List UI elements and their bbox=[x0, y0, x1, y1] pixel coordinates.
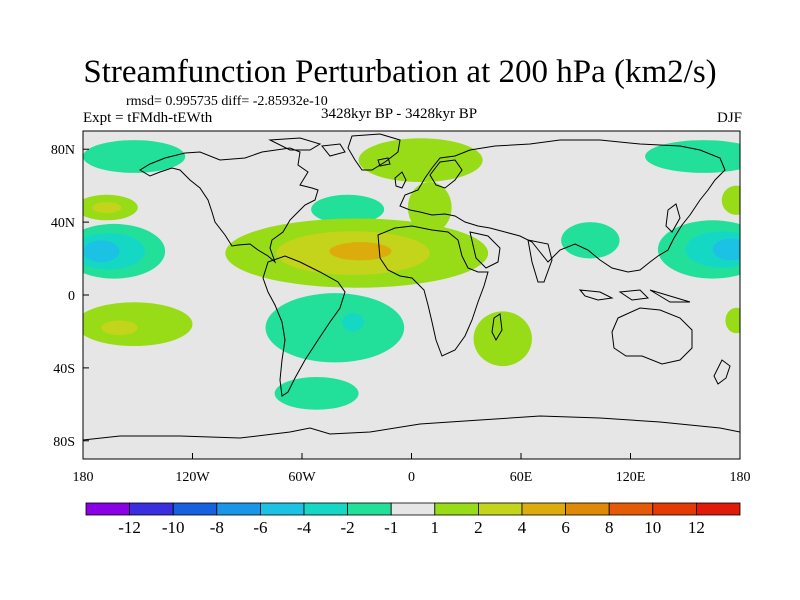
stats-text: rmsd= 0.995735 diff= -2.85932e-10 bbox=[126, 94, 328, 109]
contour-mediterranean bbox=[407, 182, 452, 234]
coastline-arabia bbox=[469, 231, 501, 269]
colorbar-label: -4 bbox=[297, 518, 312, 537]
season-label: DJF bbox=[716, 110, 742, 126]
colorbar-swatch bbox=[477, 502, 523, 516]
coastline-india bbox=[527, 239, 553, 283]
chart-title: Streamfunction Perturbation at 200 hPa (… bbox=[83, 54, 717, 90]
contour-subtropical-atlantic-core bbox=[329, 242, 392, 261]
colorbar-label: 1 bbox=[431, 518, 440, 537]
x-tick-label: 0 bbox=[408, 470, 415, 485]
axes: 180 120W 60W 0 60E 120E 180 80N 40N 0 40S 80S bbox=[51, 143, 751, 485]
colorbar-swatch bbox=[216, 502, 261, 516]
contour-south-atlantic bbox=[274, 377, 359, 410]
colorbar-label: -2 bbox=[341, 518, 355, 537]
colorbar: -12 -10 -8 -6 -4 -2 -1 1 2 4 6 8 10 12 bbox=[85, 502, 741, 537]
contour-south-america bbox=[265, 293, 405, 363]
coastline-antarctica bbox=[83, 415, 740, 441]
colorbar-label: 2 bbox=[474, 518, 483, 537]
experiment-label: Expt = tFMdh-tEWth bbox=[83, 110, 213, 126]
colorbar-label: -8 bbox=[210, 518, 224, 537]
contour-north-pacific-high bbox=[83, 140, 186, 173]
coastline-iceland bbox=[377, 157, 391, 167]
contour-regions bbox=[83, 138, 740, 410]
contour-north-pacific-west bbox=[645, 140, 740, 173]
x-tick-label: 180 bbox=[73, 470, 94, 485]
colorbar-swatch bbox=[390, 502, 436, 516]
colorbar-label: 6 bbox=[561, 518, 570, 537]
colorbar-swatch bbox=[347, 502, 392, 516]
coastline-new-zealand bbox=[713, 359, 731, 385]
coastline-scandinavia bbox=[429, 159, 463, 189]
contour-north-pacific-low-core bbox=[83, 240, 120, 263]
contour-south-pacific bbox=[83, 302, 193, 347]
colorbar-swatch bbox=[521, 502, 566, 516]
contour-south-pacific-west-edge bbox=[725, 307, 740, 334]
contour-greenland-europe bbox=[358, 138, 483, 183]
coastline-british-isles bbox=[394, 171, 407, 189]
coastline-australia bbox=[611, 307, 693, 365]
contour-madagascar bbox=[473, 311, 532, 367]
coastline-south-america bbox=[262, 255, 346, 397]
coastline-africa bbox=[377, 225, 489, 357]
contour-north-pacific-mid-core bbox=[92, 202, 122, 214]
coastline-arctic-islands bbox=[268, 137, 346, 157]
map-background bbox=[83, 131, 740, 459]
contour-subtropical-pacific-west-core bbox=[712, 238, 740, 261]
y-tick-label: 0 bbox=[68, 289, 75, 304]
x-tick-label: 180 bbox=[730, 470, 751, 485]
period-label: 3428kyr BP - 3428kyr BP bbox=[321, 106, 478, 122]
coastline-greenland bbox=[347, 133, 401, 171]
colorbar-swatch bbox=[85, 502, 130, 516]
colorbar-label: -12 bbox=[118, 518, 141, 537]
colorbar-swatch bbox=[434, 502, 479, 516]
y-tick-label: 80S bbox=[53, 435, 75, 450]
contour-south-america-core bbox=[342, 313, 365, 332]
coastline-eurasia bbox=[399, 139, 726, 273]
y-tick-label: 40N bbox=[51, 216, 75, 231]
coastlines bbox=[83, 133, 740, 441]
colorbar-label: 4 bbox=[518, 518, 527, 537]
colorbar-swatch bbox=[652, 502, 697, 516]
colorbar-swatch bbox=[259, 502, 305, 516]
y-tick-label: 80N bbox=[51, 143, 75, 158]
x-tick-label: 120E bbox=[616, 470, 646, 485]
contour-south-pacific-core bbox=[101, 320, 138, 336]
colorbar-swatch bbox=[129, 502, 174, 516]
coastline-japan bbox=[665, 203, 681, 233]
colorbar-swatch bbox=[696, 502, 741, 516]
contour-north-atlantic bbox=[311, 194, 385, 224]
contour-east-asia bbox=[561, 222, 620, 259]
colorbar-swatch bbox=[303, 502, 348, 516]
y-tick-label: 40S bbox=[53, 362, 75, 377]
x-tick-label: 120W bbox=[175, 470, 210, 485]
x-tick-label: 60W bbox=[288, 470, 316, 485]
colorbar-swatch bbox=[565, 502, 610, 516]
colorbar-label: 8 bbox=[605, 518, 614, 537]
colorbar-label: -1 bbox=[384, 518, 398, 537]
colorbar-label: -6 bbox=[253, 518, 267, 537]
colorbar-swatch bbox=[608, 502, 654, 516]
coastline-madagascar bbox=[491, 313, 503, 342]
coastline-indonesia bbox=[578, 289, 691, 303]
x-tick-label: 60E bbox=[510, 470, 533, 485]
colorbar-label: -10 bbox=[162, 518, 185, 537]
coastline-north-america bbox=[139, 147, 319, 264]
colorbar-label: 10 bbox=[644, 518, 661, 537]
colorbar-label: 12 bbox=[688, 518, 705, 537]
colorbar-swatch bbox=[172, 502, 218, 516]
contour-north-pacific-east-edge bbox=[721, 185, 740, 215]
